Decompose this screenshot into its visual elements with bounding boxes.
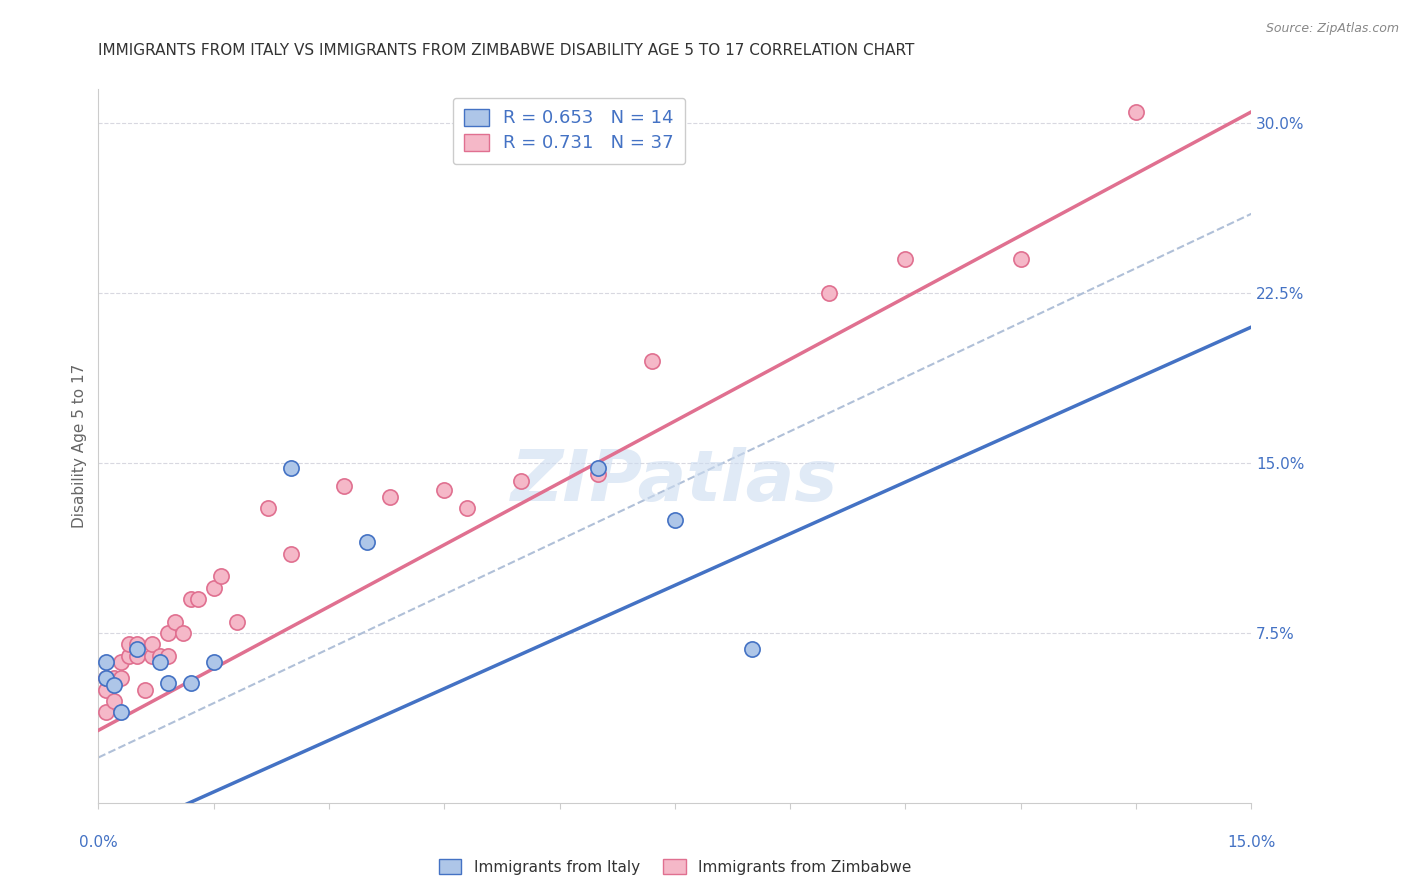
Point: [180, 675, 202, 690]
Point: [125, 648, 148, 663]
Point: [356, 535, 378, 549]
Point: [180, 591, 202, 606]
Point: [94, 656, 117, 670]
Point: [209, 569, 232, 583]
Point: [333, 478, 356, 492]
Point: [141, 637, 163, 651]
Point: [94, 671, 117, 685]
Point: [280, 547, 302, 561]
Text: 0.0%: 0.0%: [79, 836, 118, 850]
Point: [187, 591, 209, 606]
Point: [280, 460, 302, 475]
Point: [586, 460, 609, 475]
Point: [380, 490, 402, 504]
Point: [134, 682, 156, 697]
Point: [94, 671, 117, 685]
Point: [202, 656, 225, 670]
Point: [118, 637, 141, 651]
Point: [664, 513, 686, 527]
Point: [894, 252, 917, 266]
Point: [149, 648, 172, 663]
Point: [141, 648, 163, 663]
Point: [741, 641, 763, 656]
Point: [156, 648, 179, 663]
Point: [165, 615, 187, 629]
Point: [94, 705, 117, 719]
Point: [1010, 252, 1032, 266]
Point: [118, 648, 141, 663]
Point: [103, 678, 125, 692]
Point: [817, 286, 839, 301]
Y-axis label: Disability Age 5 to 17: Disability Age 5 to 17: [72, 364, 87, 528]
Point: [456, 501, 478, 516]
Text: Source: ZipAtlas.com: Source: ZipAtlas.com: [1265, 22, 1399, 36]
Point: [641, 354, 664, 368]
Text: IMMIGRANTS FROM ITALY VS IMMIGRANTS FROM ZIMBABWE DISABILITY AGE 5 TO 17 CORRELA: IMMIGRANTS FROM ITALY VS IMMIGRANTS FROM…: [98, 43, 915, 58]
Text: ZIPatlas: ZIPatlas: [512, 447, 838, 516]
Point: [149, 656, 172, 670]
Point: [103, 671, 125, 685]
Point: [125, 641, 148, 656]
Point: [1125, 104, 1147, 119]
Point: [225, 615, 247, 629]
Point: [156, 626, 179, 640]
Point: [110, 705, 132, 719]
Point: [125, 637, 148, 651]
Point: [156, 675, 179, 690]
Text: 15.0%: 15.0%: [1227, 836, 1275, 850]
Point: [110, 671, 132, 685]
Point: [94, 682, 117, 697]
Legend: Immigrants from Italy, Immigrants from Zimbabwe: Immigrants from Italy, Immigrants from Z…: [433, 853, 917, 880]
Point: [256, 501, 278, 516]
Point: [172, 626, 194, 640]
Point: [586, 467, 609, 482]
Point: [110, 656, 132, 670]
Point: [510, 474, 533, 488]
Point: [202, 581, 225, 595]
Point: [103, 694, 125, 708]
Point: [433, 483, 456, 498]
